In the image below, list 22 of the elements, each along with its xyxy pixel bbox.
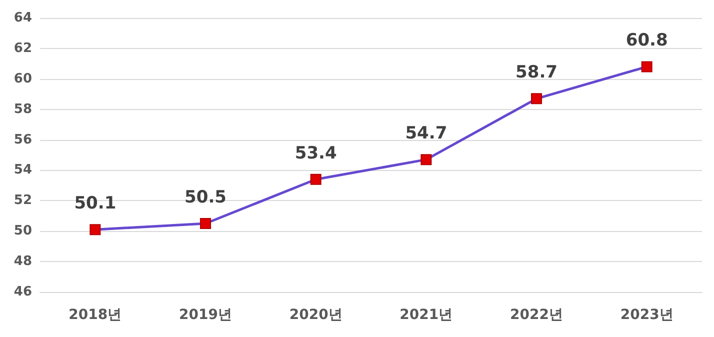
y-tick-label: 48 (14, 254, 32, 270)
x-tick-label: 2020년 (289, 307, 342, 323)
y-tick-label: 60 (14, 71, 32, 86)
data-label: 53.4 (294, 143, 337, 164)
y-tick-label: 56 (14, 132, 32, 148)
data-label: 60.8 (626, 30, 668, 51)
data-label: 50.5 (184, 188, 226, 208)
data-label: 58.7 (516, 62, 558, 83)
y-tick-label: 62 (14, 40, 32, 56)
y-tick-label: 58 (14, 102, 32, 117)
y-tick-label: 64 (14, 10, 32, 26)
x-tick-label: 2022년 (510, 307, 563, 323)
x-tick-label: 2019년 (179, 307, 232, 323)
y-tick-label: 50 (14, 224, 32, 239)
x-tick-label: 2018년 (68, 307, 122, 323)
x-tick-label: 2023년 (620, 307, 674, 323)
data-label: 54.7 (405, 124, 448, 144)
y-tick-label: 52 (14, 193, 32, 208)
y-tick-label: 54 (14, 162, 32, 178)
x-tick-label: 2021년 (400, 307, 453, 323)
y-tick-label: 46 (14, 284, 32, 300)
data-label: 50.1 (74, 194, 116, 214)
